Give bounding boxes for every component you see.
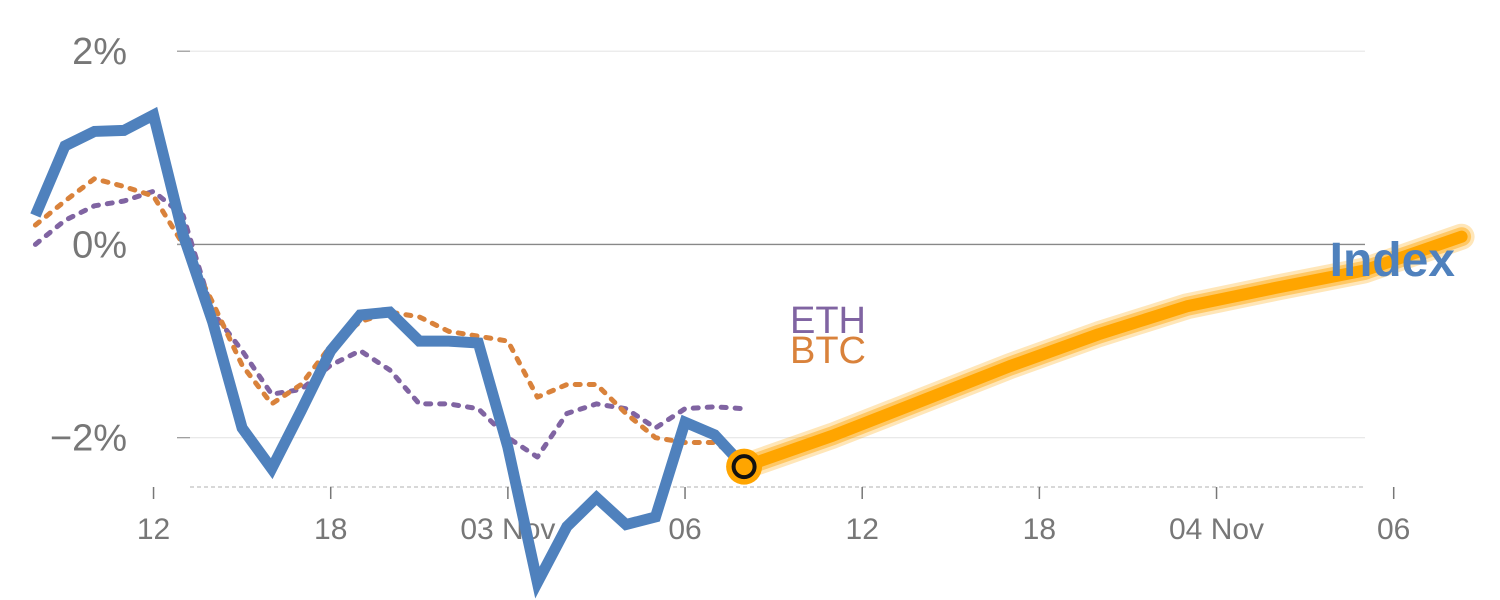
forecast-band-line bbox=[738, 230, 1468, 473]
forecast-band bbox=[731, 223, 1475, 480]
btc-series-line bbox=[32, 176, 747, 465]
x-tick-label: 06 bbox=[668, 513, 701, 546]
index-series-line bbox=[30, 106, 749, 599]
x-tick-label: 06 bbox=[1377, 513, 1410, 546]
x-tick-label: 04 Nov bbox=[1169, 513, 1264, 546]
grid bbox=[177, 50, 1365, 439]
eth-series-line bbox=[32, 188, 747, 460]
axes: 2% 0% −2% 12 18 03 Nov 06 12 18 04 Nov 06 bbox=[50, 31, 1411, 546]
x-tick-label: 12 bbox=[846, 513, 879, 546]
btc-series-label: BTC bbox=[790, 330, 866, 372]
y-tick-label: 0% bbox=[72, 224, 127, 266]
series-lines bbox=[30, 106, 749, 599]
y-tick-label: −2% bbox=[50, 418, 127, 460]
x-tick-label: 12 bbox=[137, 513, 170, 546]
current-point-marker bbox=[726, 448, 763, 485]
x-tick-label: 18 bbox=[314, 513, 347, 546]
y-tick-label: 2% bbox=[72, 31, 127, 73]
series-labels: ETH BTC Index bbox=[790, 234, 1455, 372]
eth-series-label: ETH bbox=[790, 300, 866, 342]
x-tick-label: 18 bbox=[1023, 513, 1056, 546]
x-tick-label: 03 Nov bbox=[460, 513, 555, 546]
marker-inner-dot bbox=[731, 454, 757, 480]
index-series-label: Index bbox=[1330, 234, 1456, 287]
